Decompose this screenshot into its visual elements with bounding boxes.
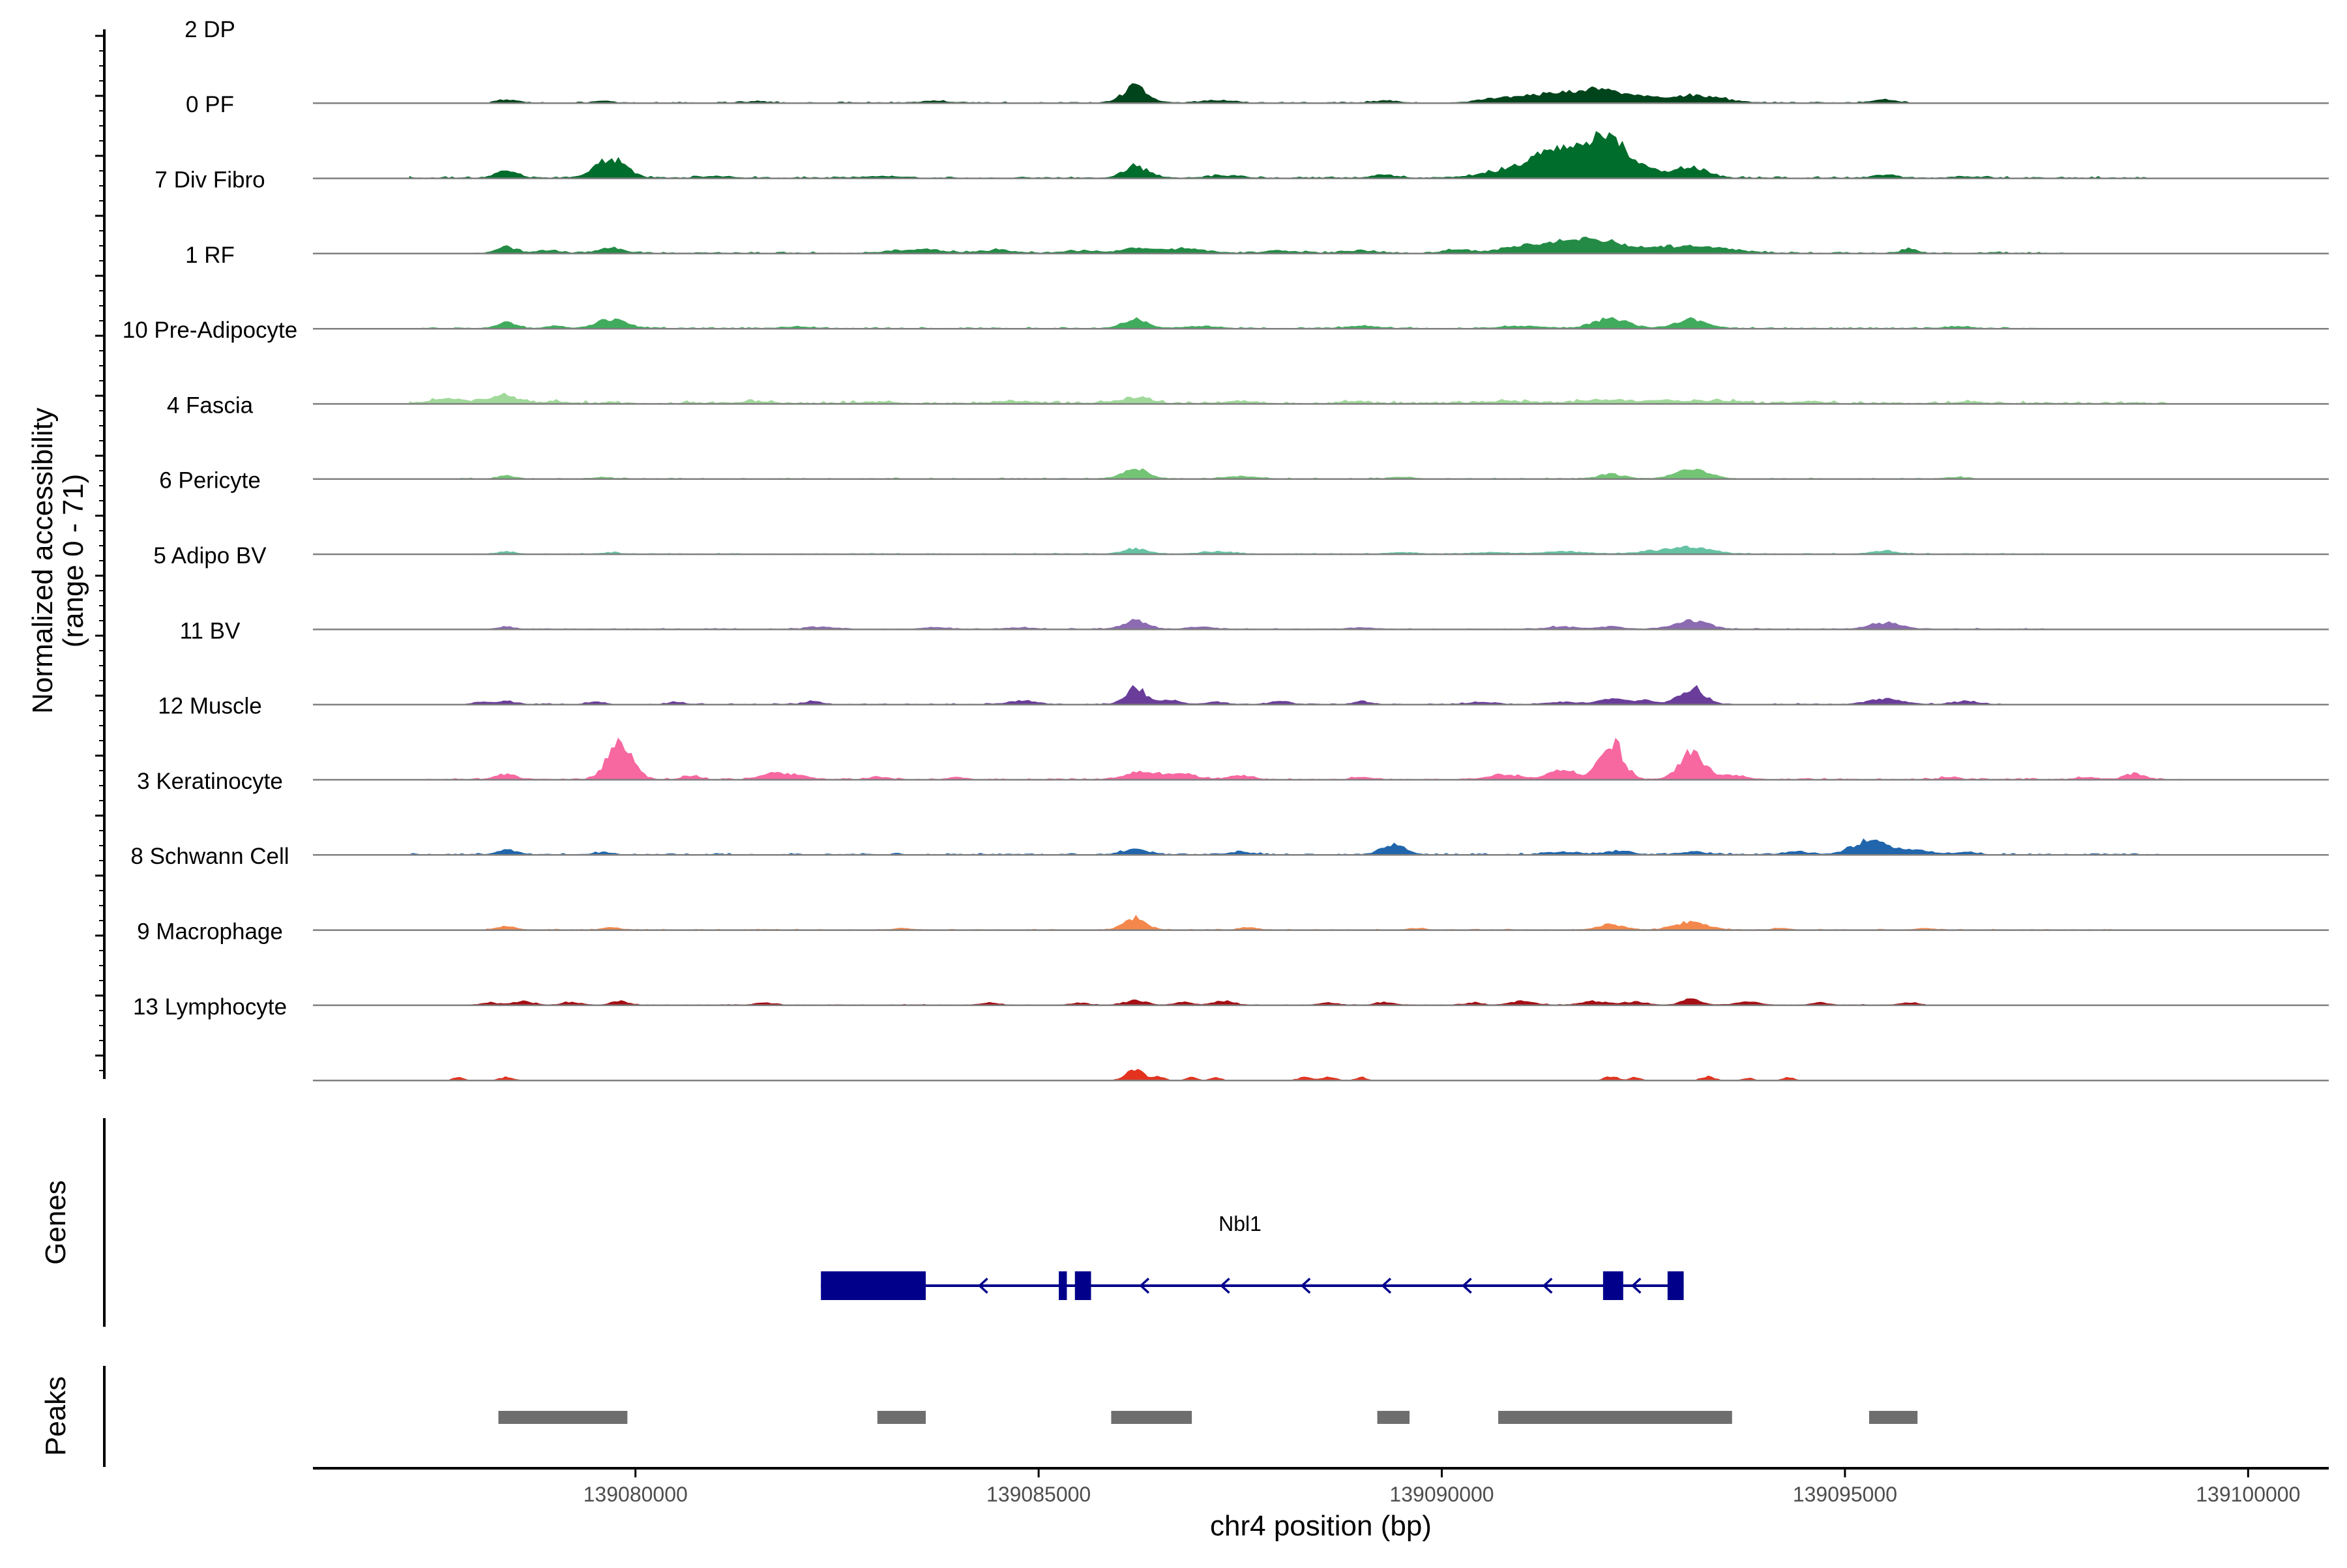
x-axis: chr4 position (bp) 139080000 139085000 139… <box>313 1467 2329 1542</box>
track-signal <box>457 998 1926 1006</box>
track-4-fascia: 4 Fascia <box>167 392 2329 481</box>
track-0-pf: 0 PF <box>186 92 2329 179</box>
genes-panel-label: Genes <box>40 1180 72 1265</box>
x-tick-label: 139090000 <box>1389 1483 1494 1506</box>
peak-region <box>1498 1411 1732 1424</box>
track-signal <box>409 130 2158 179</box>
gene-strand-arrow <box>1542 1277 1553 1294</box>
gene-strand-arrow <box>1219 1277 1230 1294</box>
track-signal <box>473 619 2046 630</box>
track-signal <box>457 685 2004 705</box>
track-1-rf: 1 RF <box>185 243 2329 330</box>
gene-exon <box>1074 1271 1091 1300</box>
track-7-div-fibro: 7 Div Fibro <box>155 167 2329 255</box>
track-10-pre-adipocyte: 10 Pre-Adipocyte <box>123 318 2329 405</box>
x-tick-label: 139085000 <box>986 1483 1091 1506</box>
track-label: 0 PF <box>186 92 234 117</box>
y-axis-label: Normalized accessibility <box>27 407 59 713</box>
track-signal <box>490 83 1909 104</box>
peak-region <box>877 1411 926 1424</box>
peak-region <box>1377 1411 1410 1424</box>
gene-strand-arrow <box>1631 1277 1642 1294</box>
track-3-keratinocyte: 3 Keratinocyte <box>137 769 2329 856</box>
track-label: 4 Fascia <box>167 392 254 418</box>
track-signal <box>473 545 2046 555</box>
gene-strand-arrow <box>1462 1277 1472 1294</box>
track-12-muscle: 12 Muscle <box>158 694 2329 781</box>
coverage-tracks: 2 DP 0 PF 7 Div Fibro 1 RF 10 Pre-Adipocyte 4… <box>123 17 2329 1082</box>
peak-region <box>1869 1411 1918 1424</box>
track-label: 13 Lymphocyte <box>133 994 287 1020</box>
peak-region <box>1111 1411 1192 1424</box>
track-label: 5 Adipo BV <box>153 543 267 569</box>
y-axis-range-label: (range 0 - 71) <box>57 474 89 648</box>
track-signal <box>449 1069 1803 1081</box>
track-8-schwann-cell: 8 Schwann Cell <box>130 844 2329 931</box>
track-2-dp: 2 DP <box>185 17 2329 104</box>
gene-strand-arrow <box>1139 1277 1150 1294</box>
x-tick-label: 139095000 <box>1793 1483 1897 1506</box>
peak-region <box>498 1411 628 1424</box>
track-6-pericyte: 6 Pericyte <box>159 468 2329 555</box>
gene-exon <box>821 1271 926 1300</box>
track-signal <box>458 468 1975 480</box>
track-13-lymphocyte: 13 Lymphocyte <box>133 994 2329 1082</box>
gene-strand-arrow <box>1381 1277 1392 1294</box>
x-axis-label: chr4 position (bp) <box>1210 1510 1432 1542</box>
peaks-panel-label: Peaks <box>40 1376 72 1456</box>
track-label: 7 Div Fibro <box>155 167 265 192</box>
track-5-adipo-bv: 5 Adipo BV <box>153 543 2329 630</box>
track-signal <box>409 838 2168 856</box>
track-label: 11 BV <box>180 618 241 643</box>
genes-panel: Genes Nbl1 <box>40 1118 1684 1327</box>
track-signal <box>409 317 2047 329</box>
track-label: 3 Keratinocyte <box>137 769 283 794</box>
gene-strand-arrow <box>1300 1277 1311 1294</box>
track-label: 1 RF <box>185 243 235 268</box>
gene-name-label: Nbl1 <box>1218 1212 1262 1235</box>
x-tick-label: 139100000 <box>2196 1483 2300 1506</box>
track-11-bv: 11 BV <box>180 618 2329 705</box>
track-label: 12 Muscle <box>158 694 262 719</box>
track-signal <box>425 737 2183 780</box>
track-label: 6 Pericyte <box>159 468 261 494</box>
x-tick-label: 139080000 <box>583 1483 688 1506</box>
gene-exon <box>1059 1271 1067 1300</box>
y-axis <box>95 29 106 1079</box>
track-signal <box>473 236 2069 254</box>
track-label: 10 Pre-Adipocyte <box>123 318 297 343</box>
track-signal <box>473 915 2128 931</box>
track-9-macrophage: 9 Macrophage <box>137 919 2329 1007</box>
gene-exon <box>1602 1271 1623 1300</box>
gene-strand-arrow <box>977 1277 988 1294</box>
track-label: 8 Schwann Cell <box>130 844 289 869</box>
track-signal <box>409 392 2168 405</box>
peaks-panel: Peaks <box>40 1366 1918 1467</box>
gene-exon <box>1667 1271 1684 1300</box>
track-label: 2 DP <box>185 17 235 42</box>
track-label: 9 Macrophage <box>137 919 283 944</box>
